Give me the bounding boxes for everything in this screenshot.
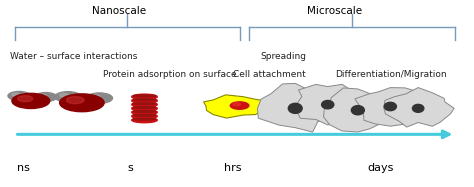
Circle shape (55, 92, 81, 102)
Text: Differentiation/Migration: Differentiation/Migration (335, 70, 447, 79)
Circle shape (39, 94, 46, 97)
Ellipse shape (131, 105, 158, 112)
Text: days: days (368, 163, 394, 173)
Ellipse shape (133, 111, 156, 112)
Ellipse shape (132, 110, 157, 115)
Text: Nanoscale: Nanoscale (92, 6, 146, 16)
Circle shape (8, 91, 30, 100)
Text: Spreading: Spreading (260, 52, 307, 61)
Ellipse shape (133, 95, 156, 97)
Text: Water – surface interactions: Water – surface interactions (10, 52, 137, 61)
Ellipse shape (322, 100, 334, 109)
Circle shape (87, 93, 112, 103)
Ellipse shape (131, 94, 158, 100)
Ellipse shape (412, 104, 424, 112)
Ellipse shape (132, 106, 157, 111)
Circle shape (12, 93, 19, 96)
Ellipse shape (132, 114, 157, 119)
Text: s: s (128, 163, 134, 173)
Ellipse shape (351, 106, 365, 115)
Circle shape (60, 94, 104, 112)
Ellipse shape (132, 117, 157, 123)
PathPatch shape (355, 88, 429, 126)
Ellipse shape (132, 102, 157, 107)
Text: Cell attachment: Cell attachment (233, 70, 305, 79)
Text: Microscale: Microscale (307, 6, 362, 16)
Circle shape (18, 96, 33, 102)
Circle shape (230, 102, 249, 109)
Ellipse shape (133, 118, 156, 120)
Ellipse shape (133, 103, 156, 105)
Ellipse shape (131, 117, 158, 123)
Circle shape (91, 95, 100, 98)
Ellipse shape (131, 109, 158, 116)
Ellipse shape (132, 98, 157, 103)
PathPatch shape (257, 83, 335, 132)
Ellipse shape (133, 99, 156, 101)
PathPatch shape (324, 88, 398, 132)
Ellipse shape (132, 94, 157, 99)
Circle shape (35, 93, 57, 101)
Circle shape (12, 93, 50, 108)
Ellipse shape (133, 114, 156, 116)
Circle shape (66, 96, 84, 104)
PathPatch shape (296, 84, 369, 125)
Ellipse shape (131, 113, 158, 119)
Circle shape (60, 94, 69, 97)
Text: ns: ns (18, 163, 30, 173)
Ellipse shape (131, 97, 158, 104)
Ellipse shape (384, 102, 396, 111)
PathPatch shape (203, 95, 270, 118)
PathPatch shape (384, 88, 454, 127)
Text: Protein adsorption on surface: Protein adsorption on surface (103, 70, 237, 79)
Circle shape (233, 103, 240, 106)
Ellipse shape (288, 103, 302, 113)
Ellipse shape (133, 107, 156, 108)
Text: hrs: hrs (224, 163, 241, 173)
Ellipse shape (131, 101, 158, 108)
